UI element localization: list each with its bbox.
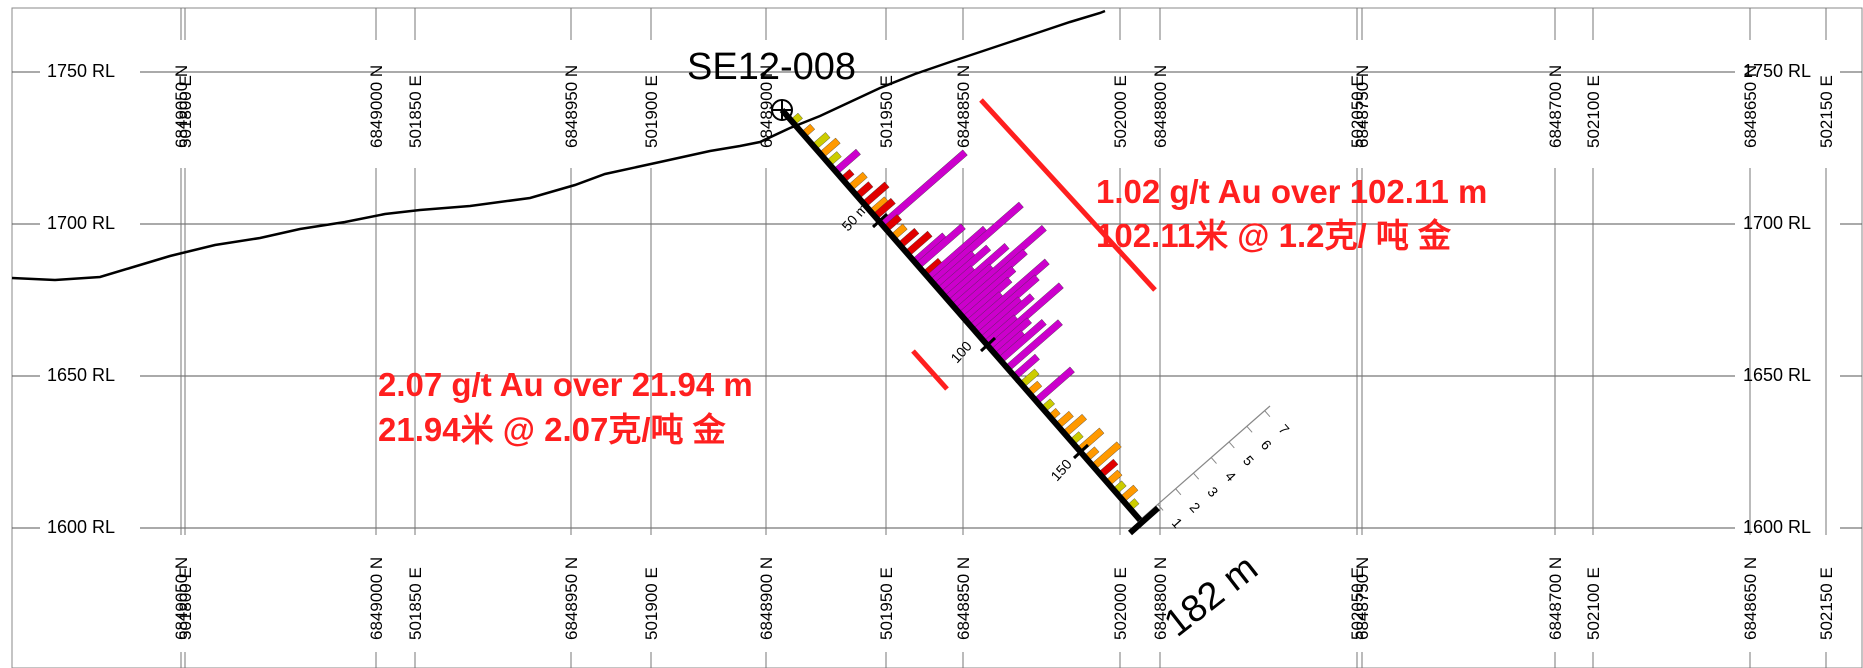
histogram-scale-tick: [1193, 472, 1200, 480]
coordinate-label-bottom: 6848950 N: [562, 557, 581, 640]
coordinate-label-top: 6848900 N: [757, 65, 776, 148]
coordinate-label-bottom: 501850 E: [406, 567, 425, 640]
rl-label-1650-left: 1650 RL: [47, 365, 115, 385]
depth-tick-150: [1072, 443, 1090, 460]
intercept-1-line-2: 102.11米 @ 1.2克/ 吨 金: [1096, 217, 1452, 254]
intercept-marker-short: [911, 349, 949, 391]
coordinate-label-bottom: 6849050 N: [172, 557, 191, 640]
coordinate-label-bottom: 6848700 N: [1546, 557, 1565, 640]
depth-tick-100: [979, 336, 997, 353]
topography-line: [11, 9, 1106, 282]
rl-label-1600-right: 1600 RL: [1743, 517, 1811, 537]
coordinate-label-bottom: 501800 E: [176, 567, 195, 640]
histogram-scale-axis: [1139, 405, 1271, 521]
coordinate-label-bottom: 501950 E: [877, 567, 896, 640]
rl-label-1700-left: 1700 RL: [47, 213, 115, 233]
assay-histogram: [790, 112, 1140, 511]
coordinate-label-top: 502000 E: [1111, 75, 1130, 148]
rl-grid-lines: [12, 71, 1862, 529]
coordinate-label-bottom: 6848750 N: [1353, 557, 1372, 640]
coordinate-label-top: 6849000 N: [367, 65, 386, 148]
coordinate-label-top: 6848650 N: [1741, 65, 1760, 148]
histogram-scale-tick: [1264, 410, 1271, 418]
histogram-scale-tick: [1246, 425, 1253, 433]
drillhole-end-tick: [1128, 505, 1160, 536]
coordinate-label-bottom: 502000 E: [1111, 567, 1130, 640]
rl-labels-left: 1750 RL 1700 RL 1650 RL 1600 RL: [47, 61, 115, 537]
histogram-scale-tick: [1228, 441, 1235, 449]
rl-label-1600-left: 1600 RL: [47, 517, 115, 537]
coordinate-label-bottom: 502100 E: [1584, 567, 1603, 640]
histogram-scale-tick: [1157, 504, 1164, 511]
coordinate-label-top: 502100 E: [1584, 75, 1603, 148]
intercept-2-line-2: 21.94米 @ 2.07克/吨 金: [378, 411, 727, 448]
coordinate-label-bottom: 6848800 N: [1151, 557, 1170, 640]
rl-label-1650-right: 1650 RL: [1743, 365, 1811, 385]
drillhole-trace: [771, 99, 1160, 536]
histogram-scale-tick: [1210, 457, 1217, 464]
coordinate-label-bottom: 6848850 N: [954, 557, 973, 640]
coordinate-label-top: 6848800 N: [1151, 65, 1170, 148]
coordinate-label-bottom: 6849000 N: [367, 557, 386, 640]
coordinate-label-bottom: 6848650 N: [1741, 557, 1760, 640]
coordinate-label-top: 501800 E: [176, 75, 195, 148]
coordinate-label-top: 502150 E: [1817, 75, 1836, 148]
rl-label-1750-right: 1750 RL: [1743, 61, 1811, 81]
coordinate-label-top: 6848950 N: [562, 65, 581, 148]
coordinate-label-bottom: 502150 E: [1817, 567, 1836, 640]
rl-labels-right: 1750 RL 1700 RL 1650 RL 1600 RL: [1743, 61, 1811, 537]
section-frame: [11, 7, 1863, 668]
coordinate-label-top: 501950 E: [877, 75, 896, 148]
coordinate-label-top: 501900 E: [642, 75, 661, 148]
coordinate-label-top: 6849050 N: [172, 65, 191, 148]
rl-label-1700-right: 1700 RL: [1743, 213, 1811, 233]
coordinate-label-top: 6848750 N: [1353, 65, 1372, 148]
intercept-marker-long: [979, 98, 1157, 292]
coordinate-label-top: 6848700 N: [1546, 65, 1565, 148]
coordinate-label-bottom: 501900 E: [642, 567, 661, 640]
coordinate-label-top: 6848850 N: [954, 65, 973, 148]
rl-label-1750-left: 1750 RL: [47, 61, 115, 81]
intercept-1-line-1: 1.02 g/t Au over 102.11 m: [1096, 173, 1487, 210]
coordinate-label-top: 502050 E: [1348, 75, 1367, 148]
drillhole-id-label: SE12-008: [687, 46, 856, 88]
depth-tick-50: [871, 212, 889, 229]
coordinate-label-bottom: 6848900 N: [757, 557, 776, 640]
coordinate-label-top: 501850 E: [406, 75, 425, 148]
intercept-2-line-1: 2.07 g/t Au over 21.94 m: [378, 366, 753, 403]
coordinate-label-bottom: 502050 E: [1348, 567, 1367, 640]
histogram-scale-tick: [1175, 488, 1182, 496]
